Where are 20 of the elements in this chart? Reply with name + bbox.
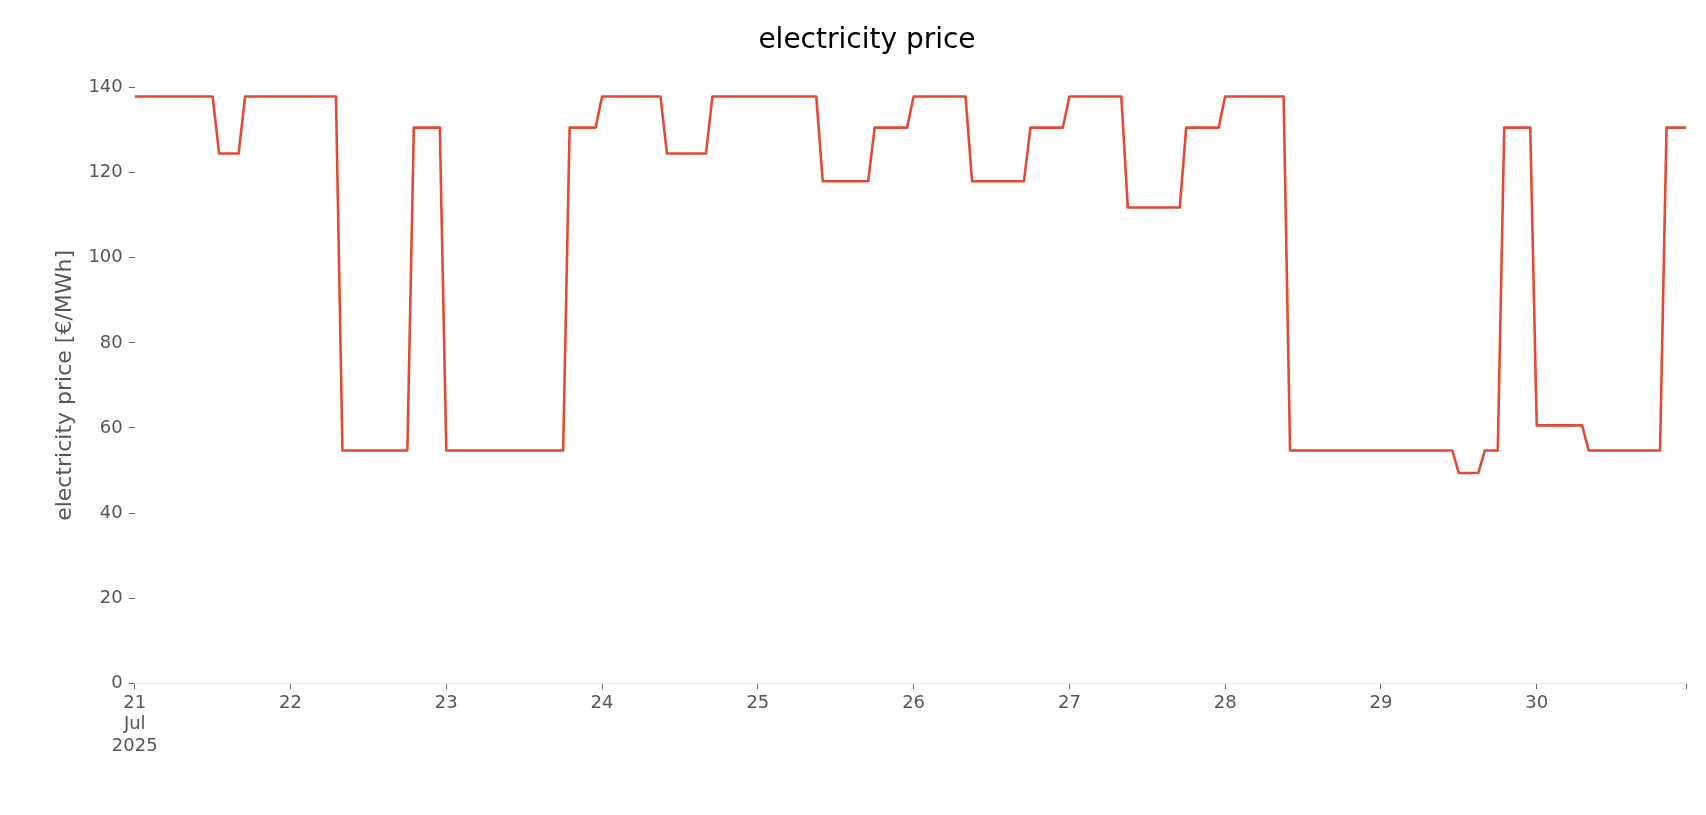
y-tick-label: 60	[99, 415, 123, 437]
x-tick-label: 25	[746, 690, 770, 712]
y-tick-label: 140	[88, 75, 123, 97]
y-tick-label: 100	[88, 245, 123, 267]
x-tick-label: 26	[902, 690, 926, 712]
y-tick-label: 40	[99, 500, 123, 522]
x-tick-label: 23	[434, 690, 458, 712]
x-tick-label: 22	[279, 690, 302, 712]
chart-title: electricity price	[758, 22, 976, 56]
x-tick-label: 21 Jul 2025	[111, 690, 158, 755]
y-tick-label: 120	[88, 160, 123, 182]
x-tick-label: 30	[1525, 690, 1549, 712]
x-tick-label: 24	[590, 690, 614, 712]
x-tick-label: 28	[1213, 690, 1237, 712]
x-tick-label: 29	[1369, 690, 1393, 712]
y-axis-title: electricity price [€/MWh]	[50, 249, 76, 521]
y-tick-label: 0	[111, 670, 123, 692]
x-tick-label: 27	[1057, 690, 1081, 712]
y-tick-label: 80	[99, 330, 123, 352]
y-tick-label: 20	[99, 585, 123, 607]
